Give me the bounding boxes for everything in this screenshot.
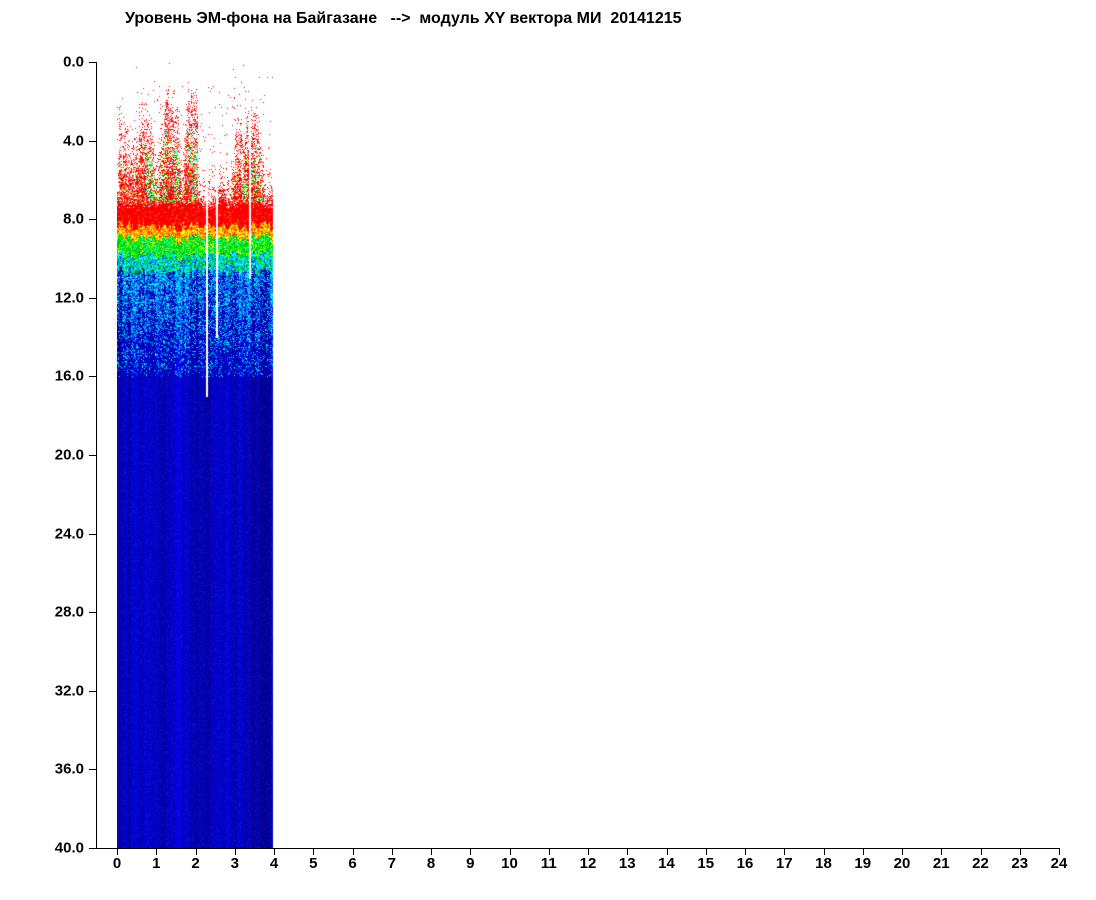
y-tick-label: 40.0: [54, 839, 84, 857]
y-tick-mark: [89, 219, 96, 221]
x-tick-label: 18: [815, 855, 832, 872]
y-tick-mark: [89, 612, 96, 614]
x-tick-mark: [509, 848, 511, 855]
spectrogram-canvas: [117, 62, 1059, 848]
x-tick-label: 0: [112, 855, 122, 872]
x-tick-mark: [980, 848, 982, 855]
x-tick-label: 14: [658, 855, 675, 872]
x-tick-label: 3: [230, 855, 239, 872]
x-tick-mark: [470, 848, 472, 855]
x-tick-mark: [391, 848, 393, 855]
x-tick-mark: [195, 848, 197, 855]
y-tick-mark: [89, 297, 96, 299]
y-tick-label: 24.0: [54, 525, 84, 543]
y-tick-mark: [89, 140, 96, 142]
chart-title: Уровень ЭМ-фона на Байгазане --> модуль …: [125, 10, 682, 27]
x-tick-label: 23: [1011, 855, 1029, 872]
x-tick-label: 21: [932, 855, 950, 872]
y-tick-mark: [89, 62, 96, 63]
x-tick-label: 2: [191, 855, 200, 872]
x-tick-label: 10: [501, 855, 518, 872]
x-tick-mark: [823, 848, 825, 855]
x-tick-label: 17: [775, 855, 793, 872]
x-tick-mark: [313, 848, 315, 855]
x-tick-mark: [666, 848, 668, 855]
y-tick-label: 28.0: [54, 603, 84, 621]
y-axis-line: [96, 62, 97, 849]
y-tick-mark: [89, 769, 96, 771]
x-tick-mark: [862, 848, 864, 855]
x-tick-mark: [352, 848, 354, 855]
x-tick-label: 4: [269, 855, 279, 872]
x-tick-label: 1: [152, 855, 161, 872]
x-tick-mark: [784, 848, 786, 855]
x-tick-mark: [234, 848, 236, 855]
x-tick-label: 16: [736, 855, 754, 872]
x-tick-mark: [1059, 848, 1060, 855]
y-tick-mark: [89, 690, 96, 692]
y-tick-mark: [89, 376, 96, 378]
y-tick-label: 8.0: [63, 210, 84, 228]
x-tick-label: 8: [426, 855, 436, 872]
x-tick-mark: [1019, 848, 1021, 855]
y-tick-label: 12.0: [54, 289, 84, 307]
x-tick-label: 7: [387, 855, 396, 872]
x-tick-mark: [902, 848, 903, 855]
x-tick-label: 9: [466, 855, 475, 872]
x-tick-label: 11: [540, 855, 557, 872]
x-tick-label: 5: [309, 855, 318, 872]
y-tick-label: 36.0: [54, 760, 84, 778]
y-tick-label: 32.0: [54, 682, 84, 700]
y-tick-label: 20.0: [54, 446, 84, 464]
y-tick-mark: [89, 455, 96, 456]
x-tick-label: 15: [697, 855, 715, 872]
x-tick-mark: [156, 848, 158, 855]
y-tick-mark: [89, 848, 96, 849]
x-tick-label: 22: [972, 855, 989, 872]
x-tick-label: 20: [893, 855, 911, 872]
y-tick-label: 16.0: [54, 367, 84, 385]
x-tick-mark: [548, 848, 550, 855]
x-tick-mark: [431, 848, 432, 855]
x-tick-mark: [588, 848, 589, 855]
x-axis-line: [96, 848, 1060, 849]
x-tick-mark: [627, 848, 629, 855]
y-tick-label: 4.0: [63, 132, 84, 150]
x-tick-label: 19: [854, 855, 872, 872]
y-tick-label: 0.0: [63, 53, 84, 71]
y-tick-mark: [89, 533, 96, 535]
x-tick-label: 13: [618, 855, 636, 872]
x-tick-label: 24: [1050, 855, 1068, 872]
x-tick-label: 6: [348, 855, 357, 872]
x-tick-mark: [745, 848, 746, 855]
x-tick-mark: [705, 848, 707, 855]
x-tick-mark: [274, 848, 275, 855]
x-tick-mark: [941, 848, 943, 855]
x-tick-label: 12: [579, 855, 597, 872]
x-tick-mark: [117, 848, 118, 855]
